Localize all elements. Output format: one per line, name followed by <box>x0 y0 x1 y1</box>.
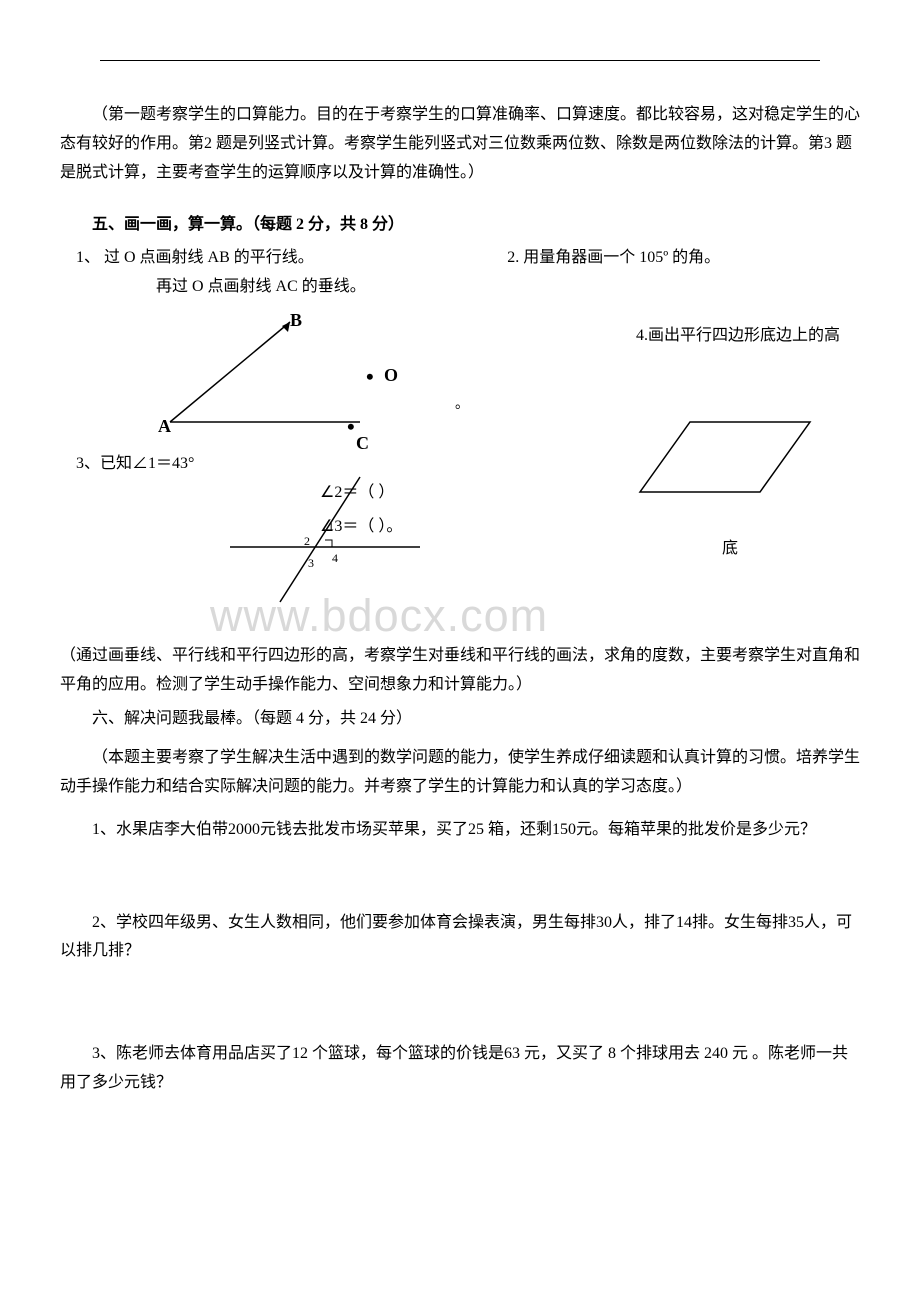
dot-C: • <box>347 407 355 447</box>
svg-text:3: 3 <box>308 556 314 570</box>
dot-O: • <box>366 357 374 397</box>
label-B: B <box>290 304 302 336</box>
problem1: 1、水果店李大伯带2000元钱去批发市场买苹果，买了25 箱，还剩150元。每箱… <box>60 816 860 845</box>
note-section5: （通过画垂线、平行线和平行四边形的高，考察学生对垂线和平行线的画法，求角的度数，… <box>60 642 860 700</box>
svg-text:1: 1 <box>328 519 334 533</box>
label-O: O <box>384 359 398 391</box>
bottom-label: 底 <box>630 535 830 564</box>
svg-text:2: 2 <box>304 534 310 548</box>
parallelogram-diagram: 底 <box>630 412 830 564</box>
section6-note: （本题主要考察了学生解决生活中遇到的数学问题的能力，使学生养成仔细读题和认真计算… <box>60 744 860 802</box>
period-dot: 。 <box>455 392 469 417</box>
section5-title: 五、画一画，算一算。（每题 2 分，共 8 分） <box>60 211 860 240</box>
problem2: 2、学校四年级男、女生人数相同，他们要参加体育会操表演，男生每排30人，排了14… <box>60 909 860 967</box>
problem3: 3、陈老师去体育用品店买了12 个篮球，每个篮球的价钱是63 元，又买了 8 个… <box>60 1040 860 1098</box>
q3-text: 3、已知∠1＝43° <box>60 455 194 472</box>
q2-text: 2. 用量角器画一个 105º 的角。 <box>507 244 860 273</box>
q1-line1: 1、 过 O 点画射线 AB 的平行线。 <box>76 244 507 273</box>
angle-figure: 1 2 3 4 <box>220 467 430 628</box>
svg-text:4: 4 <box>332 551 338 565</box>
q3-row: 3、已知∠1＝43° ∠2＝（ ） ∠3＝（ ）。 <box>60 450 860 479</box>
header-rule <box>100 60 820 61</box>
diagram-area: A B • O • C 。 4.画出平行四边形底边上的高 底 3、已知∠1＝43… <box>60 312 860 612</box>
q4-text: 4.画出平行四边形底边上的高 <box>636 322 840 351</box>
q1-line2: 再过 O 点画射线 AC 的垂线。 <box>60 273 860 302</box>
note-section4: （第一题考察学生的口算能力。目的在于考察学生的口算准确率、口算速度。都比较容易，… <box>60 101 860 187</box>
label-A: A <box>158 410 171 442</box>
section6-title: 六、解决问题我最棒。（每题 4 分，共 24 分） <box>60 705 860 734</box>
